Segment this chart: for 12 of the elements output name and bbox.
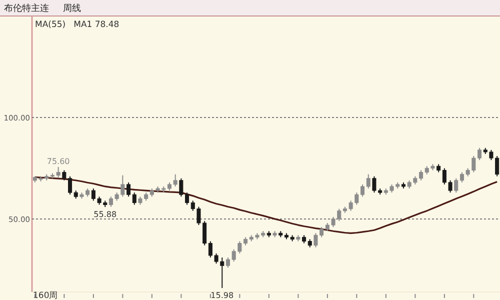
- chart-title: 布伦特主连: [4, 3, 49, 14]
- annotation: MA1 78.48: [74, 20, 120, 30]
- candlestick: [454, 178, 458, 194]
- annotation: 75.60: [46, 156, 70, 166]
- annotation: 160周: [33, 290, 58, 300]
- candlestick: [132, 192, 136, 206]
- annotation: 15.98: [210, 290, 234, 300]
- text: 周线: [63, 3, 81, 14]
- annotation: MA(55): [35, 20, 66, 30]
- candlestick: [366, 174, 370, 189]
- annotation: 55.88: [94, 210, 117, 220]
- candlestick: [126, 182, 131, 198]
